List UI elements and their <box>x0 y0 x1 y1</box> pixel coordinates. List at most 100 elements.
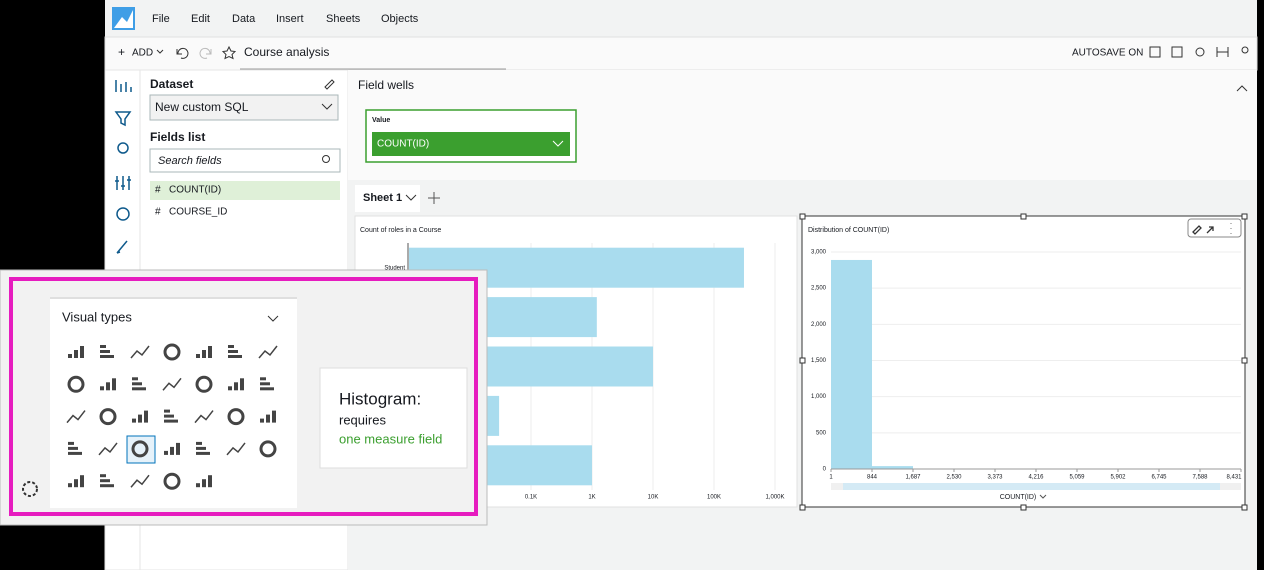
x-tick-label: 1,000K <box>765 495 784 501</box>
icon-part <box>195 375 213 393</box>
favorite[interactable] <box>221 45 237 60</box>
menu-item[interactable]: File <box>152 13 170 25</box>
x-tick-label: 1 <box>829 475 833 481</box>
y-tick-label: 2,000 <box>811 322 827 328</box>
share-icon[interactable] <box>1195 47 1205 57</box>
x-axis-title[interactable]: COUNT(ID) <box>1000 494 1037 501</box>
visual-type-icon[interactable] <box>130 345 150 359</box>
filter-icon[interactable] <box>114 111 132 127</box>
visual-type-icon[interactable] <box>227 408 245 426</box>
visual-type-icon[interactable] <box>68 346 84 358</box>
visual-type-icon[interactable] <box>67 375 85 393</box>
visual-type-icon[interactable] <box>162 377 182 391</box>
visual-type-icon[interactable] <box>163 472 181 490</box>
visual-type-icon[interactable] <box>164 409 178 423</box>
menu-item[interactable]: Objects <box>381 13 419 25</box>
add-button[interactable]: ADD <box>132 48 153 59</box>
undo[interactable] <box>176 47 189 59</box>
visual-type-icon[interactable] <box>260 410 276 423</box>
well-field-pill[interactable] <box>372 132 570 156</box>
histogram-bar[interactable] <box>831 259 872 469</box>
visual-type-icon[interactable] <box>226 442 246 456</box>
visual-type-icon[interactable] <box>130 474 150 488</box>
insights-icon[interactable] <box>117 142 129 154</box>
analysis-name[interactable]: Course analysis <box>244 45 329 59</box>
handle[interactable] <box>1241 357 1248 364</box>
x-tick-label: 1,687 <box>905 475 921 481</box>
visual-type-icon[interactable] <box>68 441 82 455</box>
menu-item[interactable]: Insert <box>276 13 304 25</box>
actions-icon[interactable] <box>116 207 130 221</box>
x-tick-label: 7,588 <box>1192 475 1208 481</box>
add-sheet[interactable] <box>428 192 440 204</box>
menu-item[interactable]: Sheets <box>326 13 361 25</box>
handle[interactable] <box>799 504 806 511</box>
dataset-select[interactable] <box>149 94 339 121</box>
fields-title: Fields list <box>150 130 205 144</box>
visual-type-icon[interactable] <box>228 345 242 358</box>
icon-part <box>67 375 85 393</box>
menu-item[interactable]: Edit <box>191 13 210 25</box>
handle[interactable] <box>1020 504 1027 511</box>
visual-type-icon[interactable] <box>163 343 181 361</box>
panel-caret[interactable] <box>267 315 279 322</box>
icon-part <box>74 350 78 358</box>
redo[interactable] <box>199 47 212 59</box>
collapse[interactable] <box>1236 85 1248 92</box>
y-tick-label: Student <box>384 265 405 271</box>
visualize-icon[interactable] <box>115 80 132 92</box>
visual-menu-icons <box>1192 223 1232 235</box>
visual-type-icon[interactable] <box>98 442 118 456</box>
params-icon[interactable] <box>115 176 131 190</box>
handle[interactable] <box>799 357 806 364</box>
visual-type-icon[interactable] <box>100 474 114 488</box>
themes-icon[interactable] <box>116 240 128 254</box>
icon-part <box>80 475 84 488</box>
visual-menu[interactable] <box>1187 218 1242 238</box>
field-row-selected[interactable] <box>150 181 340 200</box>
visual-type-icon[interactable] <box>196 441 210 455</box>
visual-type-icon[interactable] <box>195 375 213 393</box>
visual-type-icon[interactable] <box>194 410 214 424</box>
y-tick-label: 3,000 <box>811 250 827 256</box>
visual-type-icon[interactable] <box>100 345 114 358</box>
visual-type-icon[interactable] <box>260 377 274 391</box>
width-icon[interactable] <box>1216 47 1229 57</box>
visual-type-icon[interactable] <box>100 378 116 391</box>
scrollbar-thumb[interactable] <box>843 483 1220 490</box>
handle[interactable] <box>799 213 806 220</box>
autosave[interactable]: AUTOSAVE ON <box>1072 48 1143 59</box>
visual-type-icon[interactable] <box>99 408 117 426</box>
visual-type-icon[interactable] <box>164 442 180 455</box>
save-icon[interactable] <box>1149 46 1161 58</box>
settings-icon[interactable] <box>22 481 38 497</box>
handle[interactable] <box>1020 213 1027 220</box>
visual-type-icon[interactable] <box>132 377 146 391</box>
visual-type-icon[interactable] <box>196 475 212 488</box>
search-box[interactable] <box>149 148 341 173</box>
handle[interactable] <box>1241 213 1248 220</box>
histogram-bar[interactable] <box>872 466 913 469</box>
field-name[interactable]: COURSE_ID <box>169 207 227 218</box>
export-icon[interactable] <box>1171 46 1183 58</box>
field-name[interactable]: COUNT(ID) <box>169 185 221 196</box>
visual-type-icon[interactable] <box>66 410 86 424</box>
edit-dataset[interactable] <box>324 79 335 90</box>
icon-part <box>132 387 146 391</box>
icon-part <box>176 442 180 455</box>
visual-type-icon[interactable] <box>68 475 84 488</box>
visual-type-icon[interactable] <box>196 346 212 358</box>
visual-type-icon[interactable] <box>132 410 148 423</box>
selected-visual-type[interactable] <box>126 435 156 464</box>
visual-card-selected[interactable] <box>801 215 1246 508</box>
visual-type-icon[interactable] <box>259 440 277 458</box>
icon-part <box>132 377 138 381</box>
visual-type-icon[interactable] <box>228 378 244 391</box>
sheet-name: Sheet 1 <box>363 192 402 204</box>
tooltip-title: Histogram: <box>339 389 421 408</box>
user-icon[interactable] <box>1241 46 1249 54</box>
menu-item[interactable]: Data <box>232 13 256 25</box>
visual-type-icon[interactable] <box>258 345 278 359</box>
visual-type-icon[interactable] <box>131 440 149 458</box>
handle[interactable] <box>1241 504 1248 511</box>
